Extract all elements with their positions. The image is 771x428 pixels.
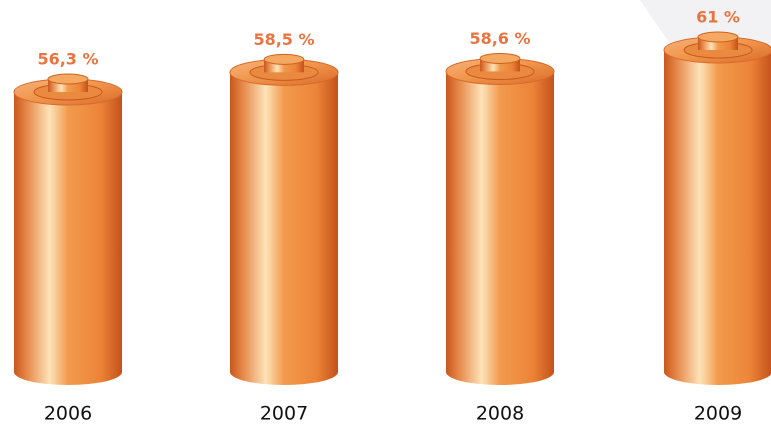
x-tick-label: 2006 [44,403,92,425]
x-tick-label: 2007 [260,403,308,425]
value-label: 58,5 % [253,30,314,49]
bar-terminal-top [263,53,305,65]
x-tick-label: 2009 [694,403,742,425]
bar [664,50,771,372]
bar [230,72,338,372]
bar [446,71,554,372]
x-tick-label: 2008 [476,403,524,425]
bar-terminal-top [479,52,521,64]
bars: 56,3 % 2006 58,5 % 2007 58,6 % 2008 61 % 2009 [13,8,771,425]
value-label: 61 % [696,8,740,27]
bar-terminal-top [47,73,89,85]
value-label: 56,3 % [37,50,98,69]
value-label: 58,6 % [469,29,530,48]
bar-terminal-top [697,31,739,43]
bar [14,92,122,372]
